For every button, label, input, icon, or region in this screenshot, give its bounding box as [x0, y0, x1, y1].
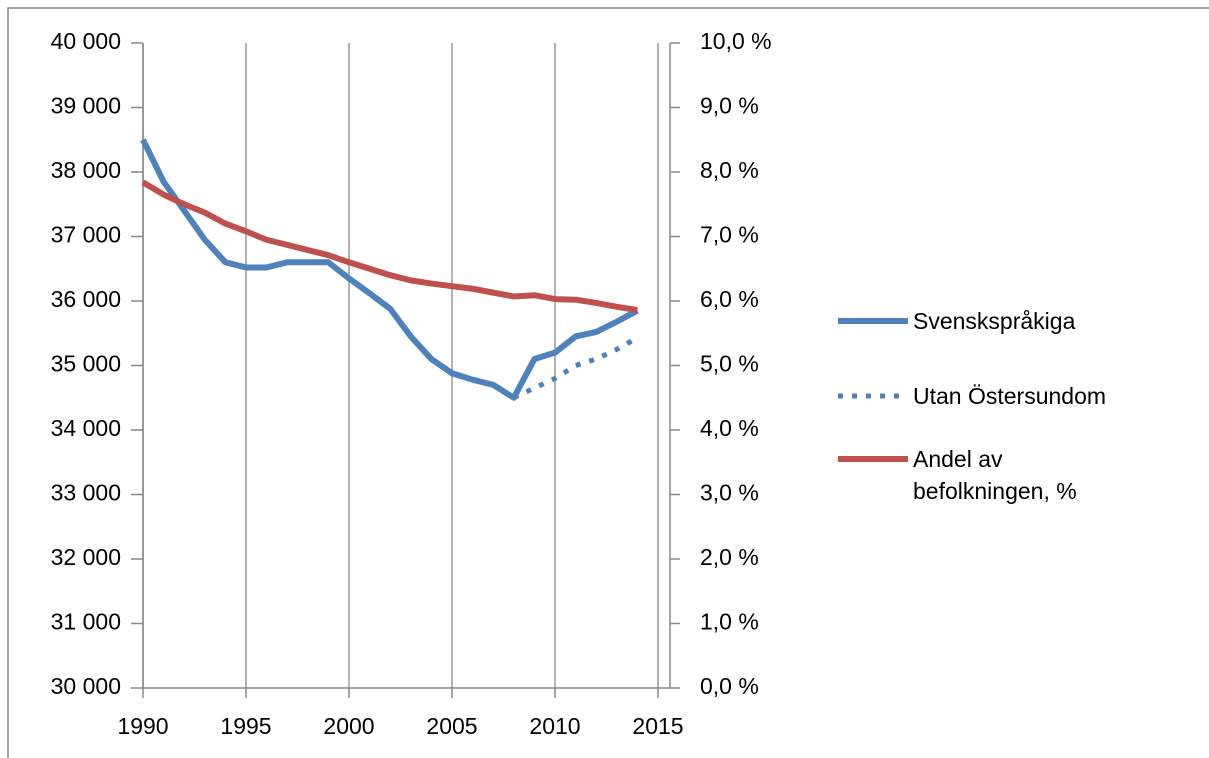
y2-tick-label: 0,0 % [700, 673, 759, 699]
y-tick-label: 30 000 [51, 673, 121, 699]
x-tick-label: 2015 [632, 713, 683, 739]
legend-label: Andel av befolkningen, % [913, 446, 1077, 504]
y-tick-label: 32 000 [51, 544, 121, 570]
legend-label: Svenskspråkiga [913, 308, 1076, 334]
series-line [512, 335, 639, 401]
x-tick-label: 2005 [426, 713, 477, 739]
frame [7, 7, 1209, 758]
x-tick-label: 2000 [323, 713, 374, 739]
legend-label: Utan Östersundom [913, 383, 1107, 409]
x-tick-label: 1990 [117, 713, 168, 739]
y-tick-label: 34 000 [51, 415, 121, 441]
y2-tick-label: 6,0 % [700, 286, 759, 312]
y2-tick-label: 5,0 % [700, 351, 759, 377]
y-tick-label: 33 000 [51, 480, 121, 506]
y2-tick-label: 9,0 % [700, 93, 759, 119]
y-tick-label: 38 000 [51, 157, 121, 183]
y2-tick-label: 8,0 % [700, 157, 759, 183]
series-line [140, 138, 639, 401]
series-line [141, 179, 638, 313]
y-tick-label: 40 000 [51, 28, 121, 54]
x-tick-label: 1995 [220, 713, 271, 739]
y2-tick-label: 10,0 % [700, 28, 772, 54]
y-tick-label: 37 000 [51, 222, 121, 248]
y-tick-label: 31 000 [51, 609, 121, 635]
y2-tick-label: 4,0 % [700, 415, 759, 441]
y-tick-label: 39 000 [51, 93, 121, 119]
y-tick-label: 36 000 [51, 286, 121, 312]
y2-tick-label: 1,0 % [700, 609, 759, 635]
y-tick-label: 35 000 [51, 351, 121, 377]
y2-tick-label: 7,0 % [700, 222, 759, 248]
x-tick-label: 2010 [529, 713, 580, 739]
y2-tick-label: 3,0 % [700, 480, 759, 506]
y2-tick-label: 2,0 % [700, 544, 759, 570]
